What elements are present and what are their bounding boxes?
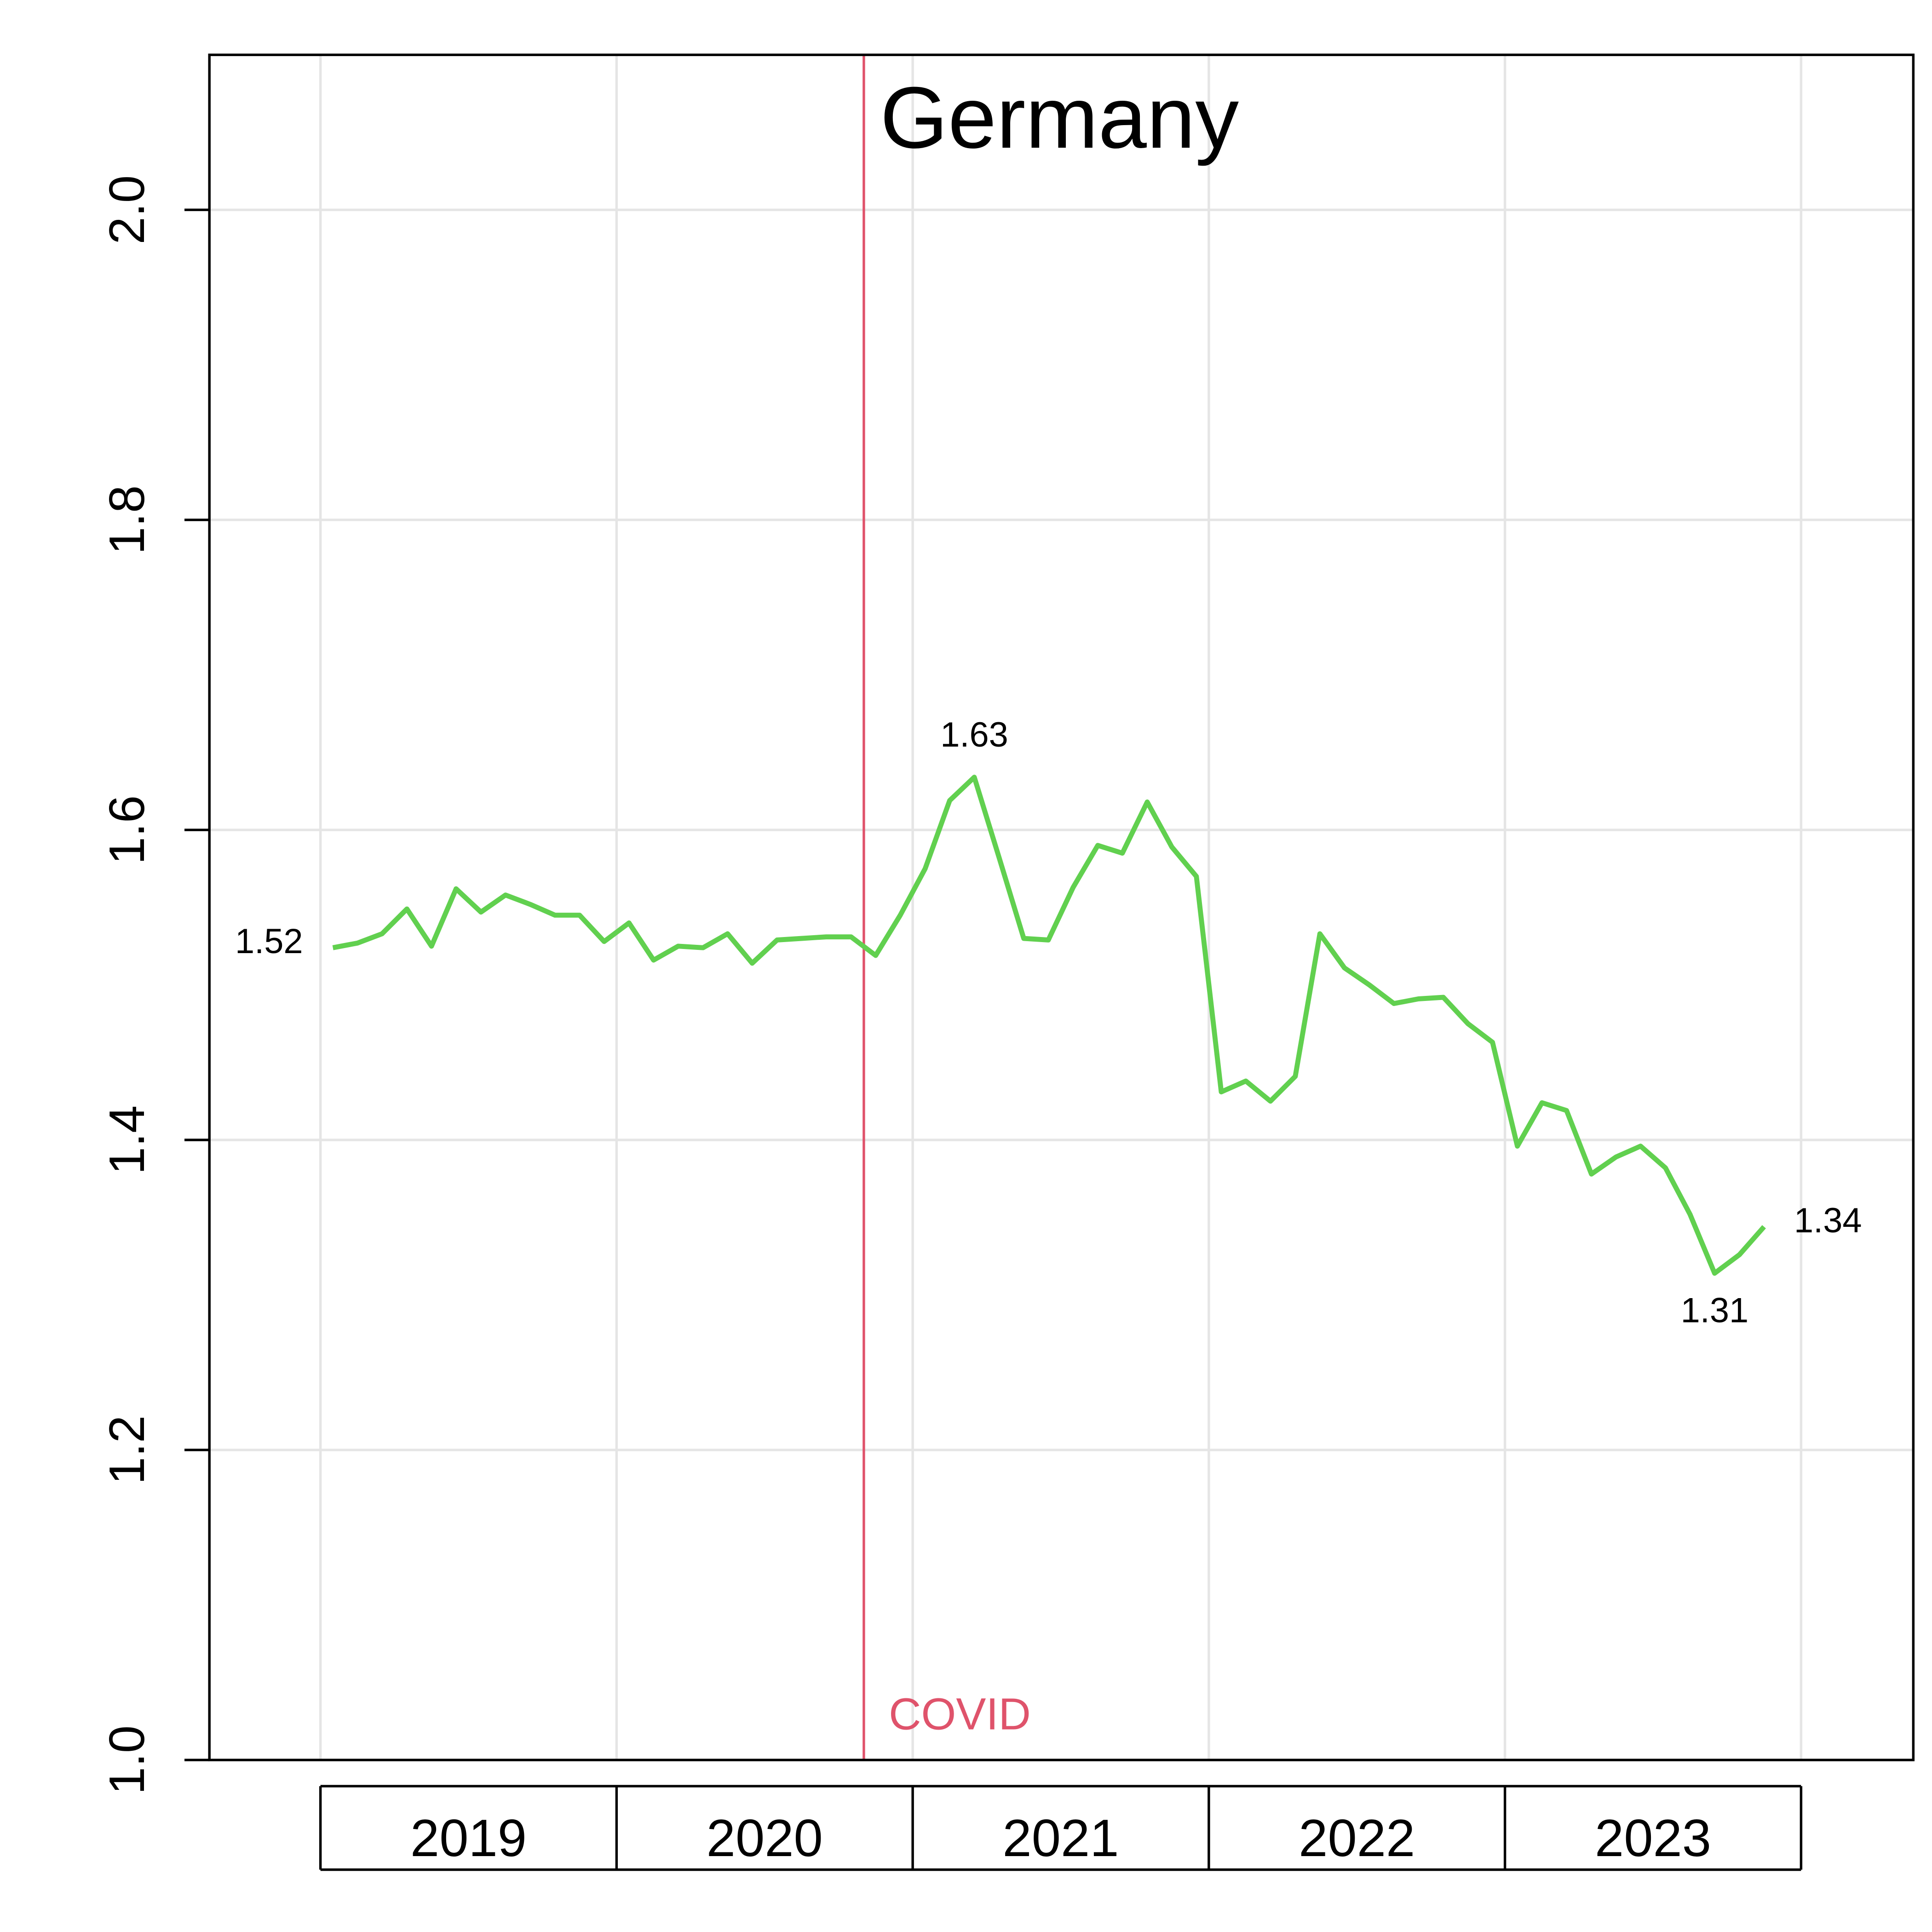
y-tick-label: 1.2 — [99, 1415, 155, 1485]
y-tick-label: 1.0 — [99, 1725, 155, 1795]
marks — [332, 55, 1766, 1760]
y-tick-label: 1.6 — [99, 795, 155, 865]
plot-frame — [208, 53, 1915, 1761]
chart-title: Germany — [880, 69, 1239, 167]
x-tick-label: 2020 — [707, 1809, 823, 1868]
y-tick-label: 1.4 — [99, 1105, 155, 1175]
x-tick-label: 2019 — [410, 1809, 527, 1868]
x-tick-label: 2022 — [1299, 1809, 1415, 1868]
grid — [209, 55, 1914, 1761]
value-label: 1.63 — [940, 715, 1008, 754]
x-tick-label: 2021 — [1002, 1809, 1119, 1868]
y-tick-label: 2.0 — [99, 175, 155, 245]
y-tick-label: 1.8 — [99, 485, 155, 555]
data-line — [332, 775, 1766, 1276]
covid-label: COVID — [889, 1689, 1031, 1739]
value-label: 1.31 — [1681, 1291, 1749, 1330]
value-label: 1.52 — [235, 922, 303, 961]
value-label: 1.34 — [1794, 1201, 1862, 1240]
x-tick-label: 2023 — [1595, 1809, 1711, 1868]
